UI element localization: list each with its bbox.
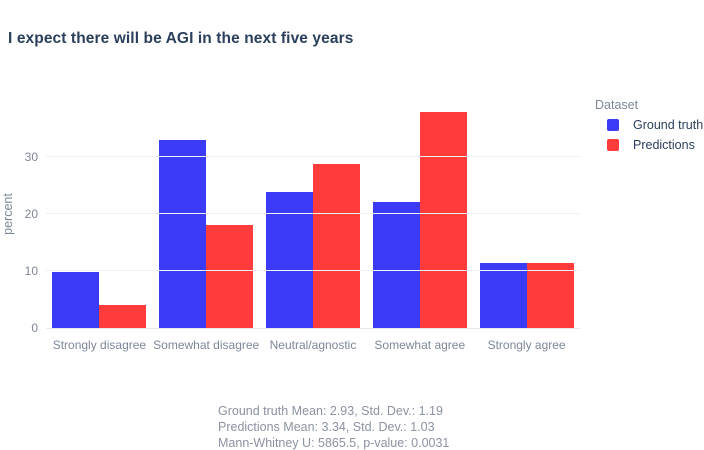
y-tick-label-20: 20 (24, 207, 38, 221)
legend-title: Dataset (595, 98, 639, 112)
legend-item-predictions[interactable]: Predictions (607, 138, 703, 152)
x-tick-label: Neutral/agnostic (269, 338, 357, 352)
bar-ground-truth[interactable] (159, 140, 207, 328)
bar-ground-truth[interactable] (372, 202, 420, 328)
x-tick-label: Strongly agree (487, 338, 566, 352)
bar-predictions[interactable] (419, 111, 467, 328)
gridline-y-10 (46, 270, 580, 271)
bar-predictions[interactable] (312, 164, 360, 328)
gridline-y-30 (46, 156, 580, 157)
bar-group (46, 101, 153, 328)
bar-group (366, 101, 473, 328)
y-tick-label-10: 10 (24, 264, 38, 278)
bar-predictions[interactable] (99, 304, 147, 328)
bar-predictions[interactable] (206, 225, 254, 328)
bar-ground-truth[interactable] (479, 263, 527, 328)
legend-item-ground-truth[interactable]: Ground truth (607, 118, 703, 132)
caption-line-ground-truth: Ground truth Mean: 2.93, Std. Dev.: 1.19 (218, 404, 443, 418)
legend: Dataset Ground truth Predictions (584, 98, 703, 158)
x-tick-label: Somewhat disagree (153, 338, 260, 352)
caption-line-predictions: Predictions Mean: 3.34, Std. Dev.: 1.03 (218, 420, 435, 434)
chart-title: I expect there will be AGI in the next f… (8, 30, 354, 47)
y-tick-label-30: 30 (24, 150, 38, 164)
x-axis-tick-labels: Strongly disagree Somewhat disagree Neutra… (46, 338, 580, 352)
stats-caption: Ground truth Mean: 2.93, Std. Dev.: 1.19… (218, 403, 449, 450)
bar-predictions[interactable] (526, 263, 574, 328)
legend-items: Ground truth Predictions (584, 118, 703, 152)
x-tick-label: Somewhat agree (374, 338, 466, 352)
bar-groups (46, 101, 580, 328)
y-tick-label-0: 0 (31, 321, 38, 335)
caption-line-mann-whitney: Mann-Whitney U: 5865.5, p-value: 0.0031 (218, 436, 450, 450)
legend-swatch-icon (607, 139, 619, 151)
plot-area (46, 101, 580, 329)
legend-label: Ground truth (633, 118, 704, 132)
legend-swatch-icon (607, 119, 619, 131)
gridline-y-20 (46, 213, 580, 214)
bar-ground-truth[interactable] (265, 192, 313, 328)
bar-group (260, 101, 367, 328)
bar-group (153, 101, 260, 328)
x-tick-label: Strongly disagree (52, 338, 147, 352)
bar-group (473, 101, 580, 328)
bar-ground-truth[interactable] (52, 271, 100, 328)
legend-label: Predictions (633, 138, 695, 152)
